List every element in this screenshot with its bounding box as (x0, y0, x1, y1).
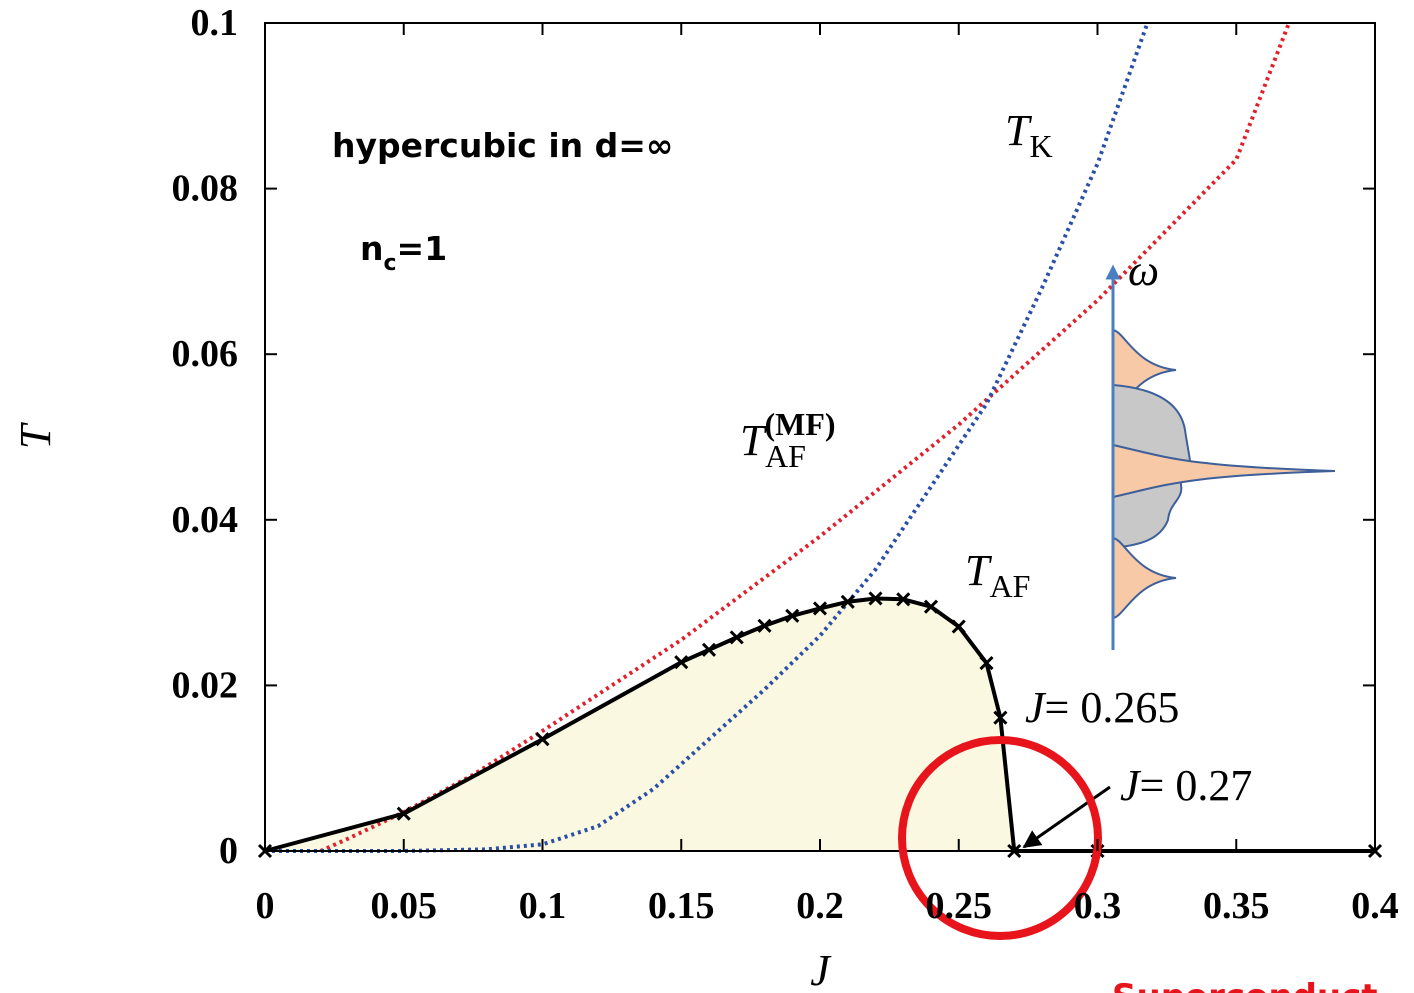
marker (923, 599, 939, 614)
annotation-sub: c (384, 251, 397, 276)
x-tick-label: 0.05 (371, 885, 438, 927)
x-tick-label: 0.15 (648, 885, 715, 927)
annotation-sub: AF (765, 438, 806, 474)
annotation: nc=1 (360, 229, 447, 276)
omega-label: ω (1128, 246, 1159, 295)
x-tick-label: 0 (256, 885, 275, 927)
annotation-after: = 0.265 (1045, 683, 1180, 732)
area-fill (265, 598, 1375, 851)
marker (535, 732, 550, 747)
series-line (319, 22, 1291, 853)
marker (896, 592, 911, 607)
annotation: Superconduct (1112, 977, 1378, 993)
x-tick-label: 0.35 (1203, 885, 1270, 927)
annotation-text: T (1005, 106, 1033, 155)
marker (729, 630, 744, 645)
annotation: TK (1005, 106, 1053, 164)
annotation: J= 0.265 (1025, 683, 1179, 732)
annotation-text: T (965, 546, 993, 595)
series-line (265, 22, 1150, 853)
annotation-after: =1 (397, 229, 448, 268)
annotation-text: n (360, 229, 384, 268)
x-tick-label: 0.25 (926, 885, 993, 927)
annotation-sub: K (1029, 128, 1052, 164)
y-tick-label: 0.08 (172, 168, 239, 210)
y-axis-label: T (11, 421, 60, 449)
inset-spectrum (1105, 264, 1336, 650)
marker (396, 806, 411, 821)
y-tick-label: 0.04 (172, 499, 239, 541)
marker (979, 655, 994, 671)
annotation: J= 0.27 (1120, 761, 1252, 810)
marker (840, 594, 855, 609)
marker (757, 618, 772, 633)
marker (701, 642, 717, 657)
x-tick-label: 0.1 (519, 885, 567, 927)
marker (785, 608, 800, 623)
annotation: TAF (965, 546, 1030, 604)
y-tick-label: 0.1 (191, 2, 239, 44)
annotation: hypercubic in d=∞ (332, 126, 673, 165)
marker (951, 619, 966, 634)
annotation-sup: (MF) (764, 406, 835, 442)
annotation-text: T (740, 416, 768, 465)
y-tick-label: 0.06 (172, 333, 239, 375)
marker (993, 710, 1008, 725)
x-tick-label: 0.2 (796, 885, 844, 927)
x-axis-label: J (810, 946, 832, 993)
annotation-text: J (1120, 761, 1142, 810)
annotation-sub: AF (989, 568, 1030, 604)
y-tick-label: 0 (219, 830, 238, 872)
marker (868, 591, 883, 606)
annotation-text: J (1025, 683, 1047, 732)
annotation: T(MF) AF (740, 406, 836, 474)
x-tick-label: 0.3 (1074, 885, 1122, 927)
arrow (1022, 785, 1111, 849)
y-tick-label: 0.02 (172, 664, 239, 706)
plot-area (257, 22, 1383, 859)
highlight-circle (898, 736, 1102, 940)
annotation-after: = 0.27 (1140, 761, 1253, 810)
marker (812, 601, 828, 616)
marker (674, 655, 689, 670)
x-tick-label: 0.4 (1351, 885, 1399, 927)
